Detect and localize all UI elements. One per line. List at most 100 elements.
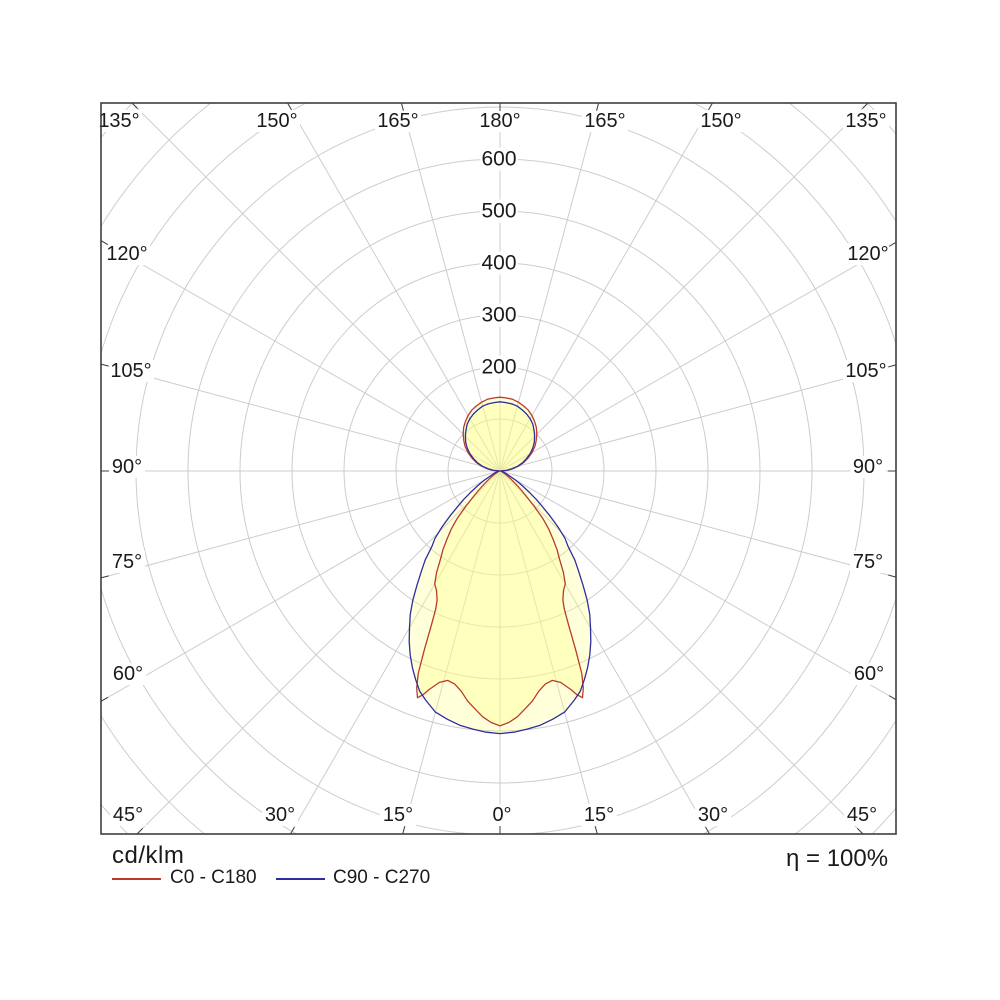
angle-label: 135°	[98, 110, 139, 132]
axis-labels: 200 300 400 500 600 135° 150° 165° 180° 165° 150° 1…	[96, 110, 891, 826]
angle-label-bg	[254, 110, 300, 132]
radial-units-label: cd/klm	[112, 842, 185, 869]
angle-ray	[499, 241, 896, 472]
series-fill-c90-c270	[409, 401, 591, 734]
angle-ray	[136, 470, 501, 834]
angle-tick	[888, 695, 897, 701]
angle-tick	[402, 826, 406, 835]
angle-tick	[596, 102, 600, 111]
ring-label-bg	[480, 199, 518, 223]
angle-label: 105°	[110, 360, 151, 382]
angle-label: 75°	[853, 551, 883, 573]
series-curve-c90-c270	[408, 401, 592, 735]
series-fill-c0-c180	[416, 397, 584, 726]
angle-label: 180°	[479, 110, 520, 132]
angle-label-bg	[843, 360, 889, 382]
angle-label: 135°	[845, 110, 886, 132]
legend-line-c0-c180	[112, 878, 161, 880]
angle-label-bg	[477, 110, 523, 132]
angle-label: 30°	[698, 804, 728, 826]
legend-label-c90-c270: C90 - C270	[333, 867, 431, 888]
angle-label-bg	[109, 456, 145, 478]
angle-tick	[856, 827, 864, 835]
angle-label-bg	[695, 804, 731, 826]
angle-ray	[499, 470, 598, 834]
angle-label-bg	[109, 551, 145, 573]
plot-border	[100, 102, 897, 835]
ring-label-bg	[480, 251, 518, 275]
ring-label: 500	[481, 200, 516, 223]
angle-label-bg	[375, 110, 421, 132]
angle-label: 165°	[377, 110, 418, 132]
angle-tick	[708, 102, 713, 111]
angle-label-bg	[844, 804, 880, 826]
angle-ray	[499, 470, 711, 834]
ring-label-bg	[480, 355, 518, 379]
angle-tick	[100, 363, 109, 367]
angle-label-bg	[850, 551, 886, 573]
angle-label-bg	[110, 663, 146, 685]
angle-ray	[101, 363, 501, 472]
angle-tick	[861, 102, 869, 110]
angle-ray	[400, 103, 501, 472]
legend-label-c0-c180: C0 - C180	[170, 867, 257, 888]
angle-tick	[131, 102, 139, 110]
angle-label: 120°	[106, 243, 147, 265]
angle-ray	[499, 470, 896, 578]
angle-tick	[100, 696, 109, 702]
angle-label-bg	[698, 110, 744, 132]
angle-label: 90°	[112, 456, 142, 478]
angle-ray	[101, 470, 501, 579]
angle-tick	[136, 827, 144, 835]
angle-label: 150°	[256, 110, 297, 132]
angle-label: 150°	[700, 110, 741, 132]
ring-label: 200	[481, 356, 516, 379]
angle-ray	[101, 240, 501, 472]
angle-label-bg	[851, 663, 887, 685]
angle-label-bg	[582, 110, 628, 132]
angle-ray	[499, 364, 896, 472]
ring-label: 400	[481, 252, 516, 275]
angle-label-bg	[581, 804, 617, 826]
angle-label: 15°	[383, 804, 413, 826]
efficiency-label: η = 100%	[786, 845, 889, 872]
angle-label-bg	[845, 243, 891, 265]
angle-label-bg	[108, 360, 154, 382]
angle-ray	[499, 103, 600, 472]
angle-ray	[402, 470, 501, 834]
angle-ray	[286, 103, 501, 472]
ring-label-bg	[480, 147, 518, 171]
angle-label-bg	[262, 804, 298, 826]
angle-label: 75°	[112, 551, 142, 573]
angle-tick	[289, 826, 295, 835]
angle-label: 105°	[845, 360, 886, 382]
angle-label-bg	[843, 110, 889, 132]
angle-label-bg	[96, 110, 142, 132]
angle-ray	[289, 470, 501, 834]
angle-tick	[287, 102, 292, 111]
ring-label: 300	[481, 304, 516, 327]
angle-label-bg	[380, 804, 416, 826]
angle-ray	[131, 103, 501, 472]
angle-tick	[400, 102, 404, 111]
angle-tick	[594, 826, 598, 835]
ring-label-bg	[480, 303, 518, 327]
angle-label: 45°	[113, 804, 143, 826]
angle-ray	[499, 470, 896, 701]
angle-tick	[888, 241, 897, 247]
angle-label-bg	[850, 456, 886, 478]
angle-label: 45°	[847, 804, 877, 826]
angle-ray	[499, 103, 714, 472]
angle-label: 90°	[853, 456, 883, 478]
angle-label-bg	[104, 243, 150, 265]
angle-label-bg	[489, 804, 515, 826]
legend-line-c90-c270	[276, 878, 325, 880]
angle-label: 60°	[113, 663, 143, 685]
angle-label: 0°	[492, 804, 511, 826]
border-ticks	[100, 102, 897, 835]
angle-label: 30°	[265, 804, 295, 826]
angle-tick	[100, 240, 109, 246]
angle-label: 15°	[584, 804, 614, 826]
angle-tick	[888, 574, 897, 578]
